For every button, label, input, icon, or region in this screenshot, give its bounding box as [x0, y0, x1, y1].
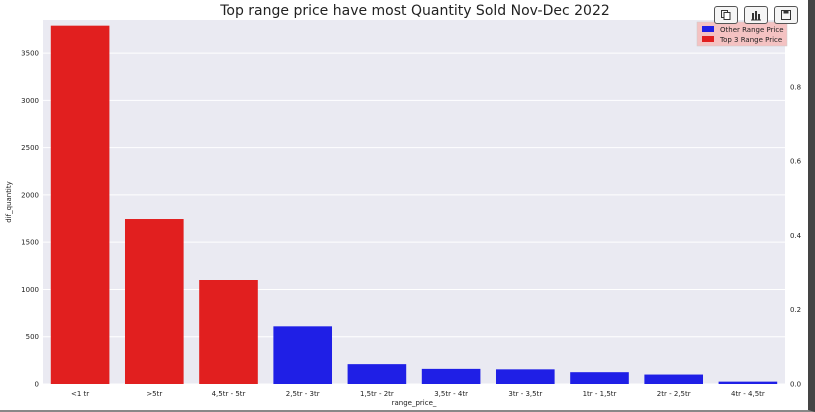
- legend-label-other: Other Range Price: [720, 26, 784, 34]
- save-button[interactable]: [774, 6, 798, 24]
- copy-button[interactable]: [714, 6, 738, 24]
- bar: [570, 372, 629, 384]
- y-tick-label: 500: [26, 333, 39, 341]
- x-axis-label: range_price_: [392, 399, 437, 407]
- y-tick-label: 1500: [21, 239, 39, 247]
- y2-tick-labels: 0.0 0.2 0.4 0.6 0.8: [790, 83, 802, 388]
- y2-tick-label: 0.4: [790, 232, 802, 240]
- y-tick-label: 3500: [21, 50, 39, 58]
- x-tick-label: 4,5tr - 5tr: [212, 390, 246, 398]
- legend-swatch-other: [702, 26, 714, 32]
- y2-tick-label: 0.8: [790, 83, 801, 91]
- chart-toolbar: [714, 6, 798, 24]
- x-tick-label: >5tr: [146, 390, 162, 398]
- save-icon: [781, 10, 791, 20]
- bar: [50, 25, 110, 384]
- x-tick-label: 2tr - 2,5tr: [657, 390, 691, 398]
- y2-tick-label: 0.6: [790, 158, 802, 166]
- y-tick-label: 3000: [21, 97, 39, 105]
- legend-label-top3: Top 3 Range Price: [719, 36, 782, 44]
- bar-chart-icon: [751, 11, 761, 21]
- x-tick-label: 1tr - 1,5tr: [583, 390, 617, 398]
- bar: [124, 219, 184, 384]
- bar: [644, 374, 704, 384]
- bar: [199, 280, 258, 384]
- y-tick-label: 0: [35, 381, 39, 389]
- bar-chart-button[interactable]: [744, 6, 768, 24]
- y2-tick-label: 0.0: [790, 381, 801, 389]
- legend-swatch-top3: [702, 36, 714, 42]
- chart-title: Top range price have most Quantity Sold …: [219, 3, 610, 19]
- y-tick-label: 1000: [21, 286, 39, 294]
- x-tick-label: <1 tr: [71, 390, 89, 398]
- bar: [718, 381, 778, 384]
- y-tick-label: 2000: [21, 191, 39, 199]
- x-tick-labels: <1 tr >5tr 4,5tr - 5tr 2,5tr - 3tr 1,5tr - 2…: [71, 390, 765, 398]
- y-axis-label: dif_quantity: [5, 181, 13, 223]
- y-tick-label: 2500: [21, 144, 39, 152]
- legend: Other Range Price Top 3 Range Price: [696, 21, 788, 47]
- x-tick-label: 2,5tr - 3tr: [286, 390, 320, 398]
- bar: [421, 368, 481, 384]
- bars: [50, 25, 778, 384]
- x-tick-label: 4tr - 4,5tr: [731, 390, 765, 398]
- bar: [347, 364, 407, 384]
- x-tick-label: 3tr - 3,5tr: [508, 390, 542, 398]
- bar: [273, 326, 333, 384]
- copy-icon: [721, 10, 731, 20]
- bar: [495, 369, 555, 384]
- x-tick-label: 1,5tr - 2tr: [360, 390, 394, 398]
- y-tick-labels: 0 500 1000 1500 2000 2500 3000 3500: [21, 50, 39, 389]
- y2-tick-label: 0.2: [790, 306, 801, 314]
- x-tick-label: 3,5tr - 4tr: [434, 390, 468, 398]
